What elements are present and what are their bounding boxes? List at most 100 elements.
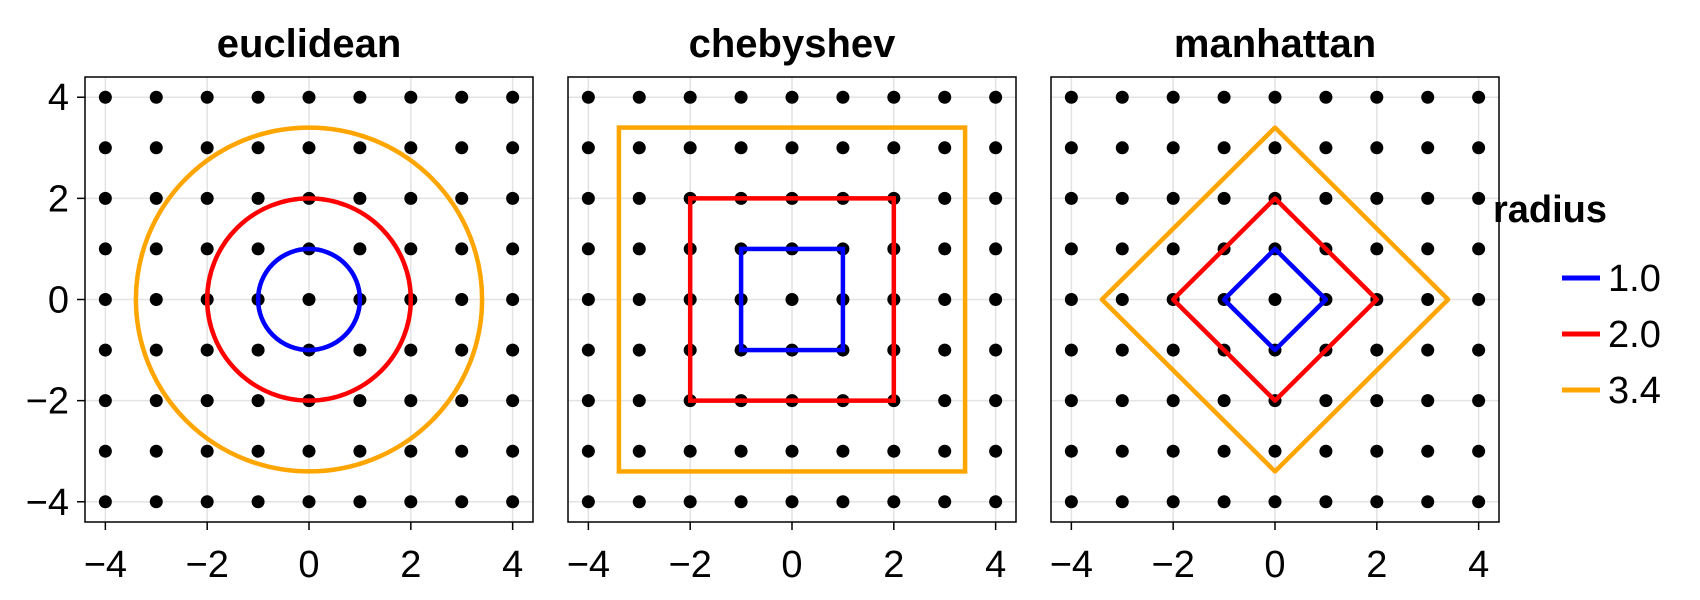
grid-point: [632, 90, 646, 104]
grid-point: [1115, 242, 1129, 256]
grid-point: [200, 444, 214, 458]
y-tick-label: −4: [26, 482, 69, 524]
grid-point: [506, 444, 520, 458]
grid-point: [200, 90, 214, 104]
grid-point: [581, 141, 595, 155]
x-tick-label: −2: [186, 544, 229, 586]
grid-point: [734, 141, 748, 155]
grid-point: [455, 90, 469, 104]
grid-point: [1166, 495, 1180, 509]
grid-point: [149, 191, 163, 205]
grid-point: [404, 141, 418, 155]
grid-point: [98, 495, 112, 509]
grid-point: [98, 394, 112, 408]
grid-point: [785, 444, 799, 458]
panel-title: chebyshev: [689, 22, 897, 66]
grid-point: [200, 394, 214, 408]
legend-item: 2.0: [1562, 314, 1661, 356]
grid-point: [938, 394, 952, 408]
grid-point: [836, 141, 850, 155]
grid-point: [1166, 191, 1180, 205]
grid-point: [989, 141, 1003, 155]
grid-point: [353, 343, 367, 357]
grid-point: [1217, 495, 1231, 509]
grid-point: [1166, 444, 1180, 458]
grid-point: [98, 343, 112, 357]
grid-point: [1064, 343, 1078, 357]
grid-point: [1319, 495, 1333, 509]
grid-point: [581, 394, 595, 408]
grid-point: [836, 90, 850, 104]
grid-point: [506, 141, 520, 155]
grid-point: [149, 343, 163, 357]
series-square-2.0: [687, 196, 897, 403]
grid-point: [785, 141, 799, 155]
grid-point: [989, 394, 1003, 408]
grid-point: [149, 394, 163, 408]
grid-point: [506, 495, 520, 509]
grid-point: [1064, 191, 1078, 205]
grid-point: [1472, 444, 1486, 458]
grid-point: [632, 444, 646, 458]
grid-point: [989, 444, 1003, 458]
grid-point: [302, 444, 316, 458]
x-tick-label: −2: [1152, 544, 1195, 586]
grid-point: [581, 343, 595, 357]
grid-point: [1115, 394, 1129, 408]
grid-points: [98, 90, 520, 509]
grid-point: [506, 293, 520, 306]
grid-point: [581, 293, 595, 306]
grid-points: [581, 90, 1003, 509]
grid-point: [353, 394, 367, 408]
grid-point: [455, 293, 469, 306]
grid-point: [506, 242, 520, 256]
grid-point: [506, 394, 520, 408]
y-tick-label: −2: [26, 381, 69, 423]
grid-point: [581, 191, 595, 205]
grid-point: [1370, 242, 1384, 256]
grid-point: [1421, 495, 1435, 509]
grid-point: [989, 191, 1003, 205]
grid-point: [1472, 343, 1486, 357]
grid-point: [1166, 394, 1180, 408]
grid-point: [581, 444, 595, 458]
grid-point: [1472, 90, 1486, 104]
grid-point: [506, 191, 520, 205]
grid-point: [1115, 293, 1129, 306]
grid-point: [353, 444, 367, 458]
grid-point: [1217, 394, 1231, 408]
grid-point: [1421, 141, 1435, 155]
grid-point: [1166, 343, 1180, 357]
grid-point: [1268, 293, 1282, 306]
grid-point: [1370, 444, 1384, 458]
grid-point: [302, 293, 316, 306]
grid-point: [989, 343, 1003, 357]
series-square-1.0: [738, 246, 846, 353]
grid-point: [1166, 141, 1180, 155]
grid-point: [1064, 242, 1078, 256]
grid-point: [1421, 191, 1435, 205]
grid-point: [836, 444, 850, 458]
grid-point: [251, 242, 265, 256]
grid-point: [149, 444, 163, 458]
grid-point: [1421, 90, 1435, 104]
grid-point: [1370, 191, 1384, 205]
grid-point: [404, 242, 418, 256]
grid-point: [1370, 90, 1384, 104]
grid-point: [683, 90, 697, 104]
grid-point: [581, 90, 595, 104]
grid-point: [938, 191, 952, 205]
grid-point: [683, 141, 697, 155]
grid-point: [149, 141, 163, 155]
grid-point: [1115, 495, 1129, 509]
grid-point: [353, 90, 367, 104]
grid-point: [1268, 90, 1282, 104]
grid-point: [251, 191, 265, 205]
grid-point: [353, 495, 367, 509]
legend-item: 3.4: [1562, 370, 1661, 412]
x-tick-label: 0: [1264, 544, 1285, 586]
x-tick-label: −4: [567, 544, 610, 586]
y-tick-label: 0: [48, 280, 69, 322]
grid-point: [98, 242, 112, 256]
